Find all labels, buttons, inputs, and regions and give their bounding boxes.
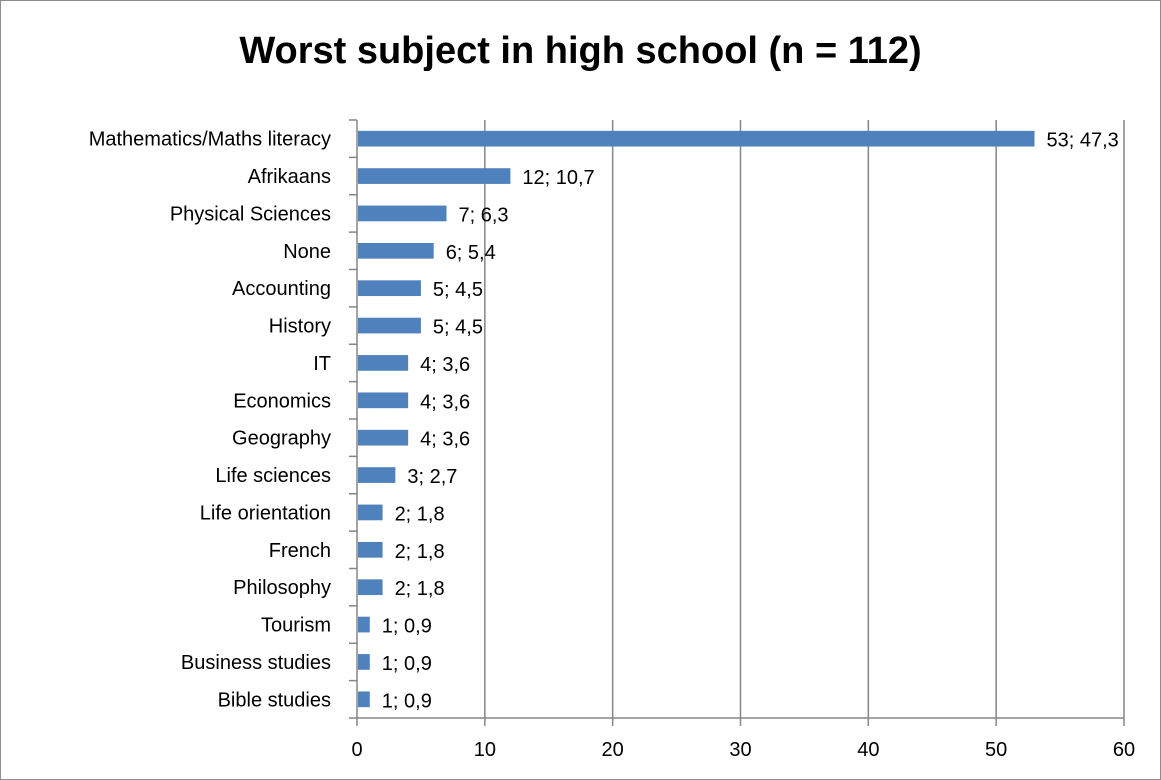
x-tick-label: 10 xyxy=(474,739,496,761)
data-label: 2; 1,8 xyxy=(395,503,445,525)
category-label: Life orientation xyxy=(200,502,331,524)
data-label: 4; 3,6 xyxy=(420,391,470,413)
chart-title: Worst subject in high school (n = 112) xyxy=(239,30,922,72)
category-label: Geography xyxy=(232,428,331,450)
bar xyxy=(358,130,1035,147)
x-tick-label: 20 xyxy=(602,739,624,761)
category-label: Afrikaans xyxy=(248,166,331,188)
data-label: 2; 1,8 xyxy=(395,578,445,600)
category-label: Life sciences xyxy=(215,465,331,487)
bar xyxy=(358,654,370,670)
data-label: 5; 4,5 xyxy=(433,279,483,301)
category-label: Economics xyxy=(233,390,331,412)
category-label: Business studies xyxy=(181,652,331,674)
bar xyxy=(358,168,511,184)
category-label: French xyxy=(269,540,331,562)
bar xyxy=(358,429,409,446)
bar xyxy=(358,317,421,334)
data-label: 6; 5,4 xyxy=(446,242,496,264)
x-tick-label: 40 xyxy=(857,739,879,761)
data-label: 1; 0,9 xyxy=(382,653,432,675)
category-label: Physical Sciences xyxy=(170,203,331,225)
bar xyxy=(358,205,447,222)
labels: 0 10 20 30 40 50 60 Mathematics/Maths literacy 5… xyxy=(89,129,1135,761)
bar xyxy=(358,467,396,483)
bar xyxy=(358,355,409,371)
axes xyxy=(349,119,1125,726)
data-label: 1; 0,9 xyxy=(382,690,432,712)
data-label: 4; 3,6 xyxy=(420,354,470,376)
x-tick-label: 30 xyxy=(729,739,751,761)
data-label: 53; 47,3 xyxy=(1047,130,1119,152)
data-label: 4; 3,6 xyxy=(420,429,470,451)
x-tick-label: 0 xyxy=(351,739,362,761)
bar xyxy=(358,691,370,708)
category-label: IT xyxy=(313,353,331,375)
bar xyxy=(358,541,383,558)
category-label: None xyxy=(283,241,331,263)
gridlines xyxy=(484,120,1125,718)
category-label: Accounting xyxy=(232,278,331,300)
bar xyxy=(358,616,370,633)
data-label: 1; 0,9 xyxy=(382,616,432,638)
bar xyxy=(358,242,434,259)
data-label: 7; 6,3 xyxy=(458,204,508,226)
bar xyxy=(358,504,383,521)
category-label: Tourism xyxy=(261,615,331,637)
data-label: 12; 10,7 xyxy=(522,167,594,189)
x-tick-label: 60 xyxy=(1113,739,1135,761)
data-label: 2; 1,8 xyxy=(395,541,445,563)
category-label: Mathematics/Maths literacy xyxy=(89,129,331,151)
bars xyxy=(358,130,1035,708)
category-label: Bible studies xyxy=(218,689,331,711)
x-tick-label: 50 xyxy=(985,739,1007,761)
category-label: Philosophy xyxy=(233,577,331,599)
bar xyxy=(358,579,383,596)
bar xyxy=(358,280,421,297)
data-label: 5; 4,5 xyxy=(433,317,483,339)
data-label: 3; 2,7 xyxy=(407,466,457,488)
bar xyxy=(358,392,409,409)
category-label: History xyxy=(269,316,331,338)
